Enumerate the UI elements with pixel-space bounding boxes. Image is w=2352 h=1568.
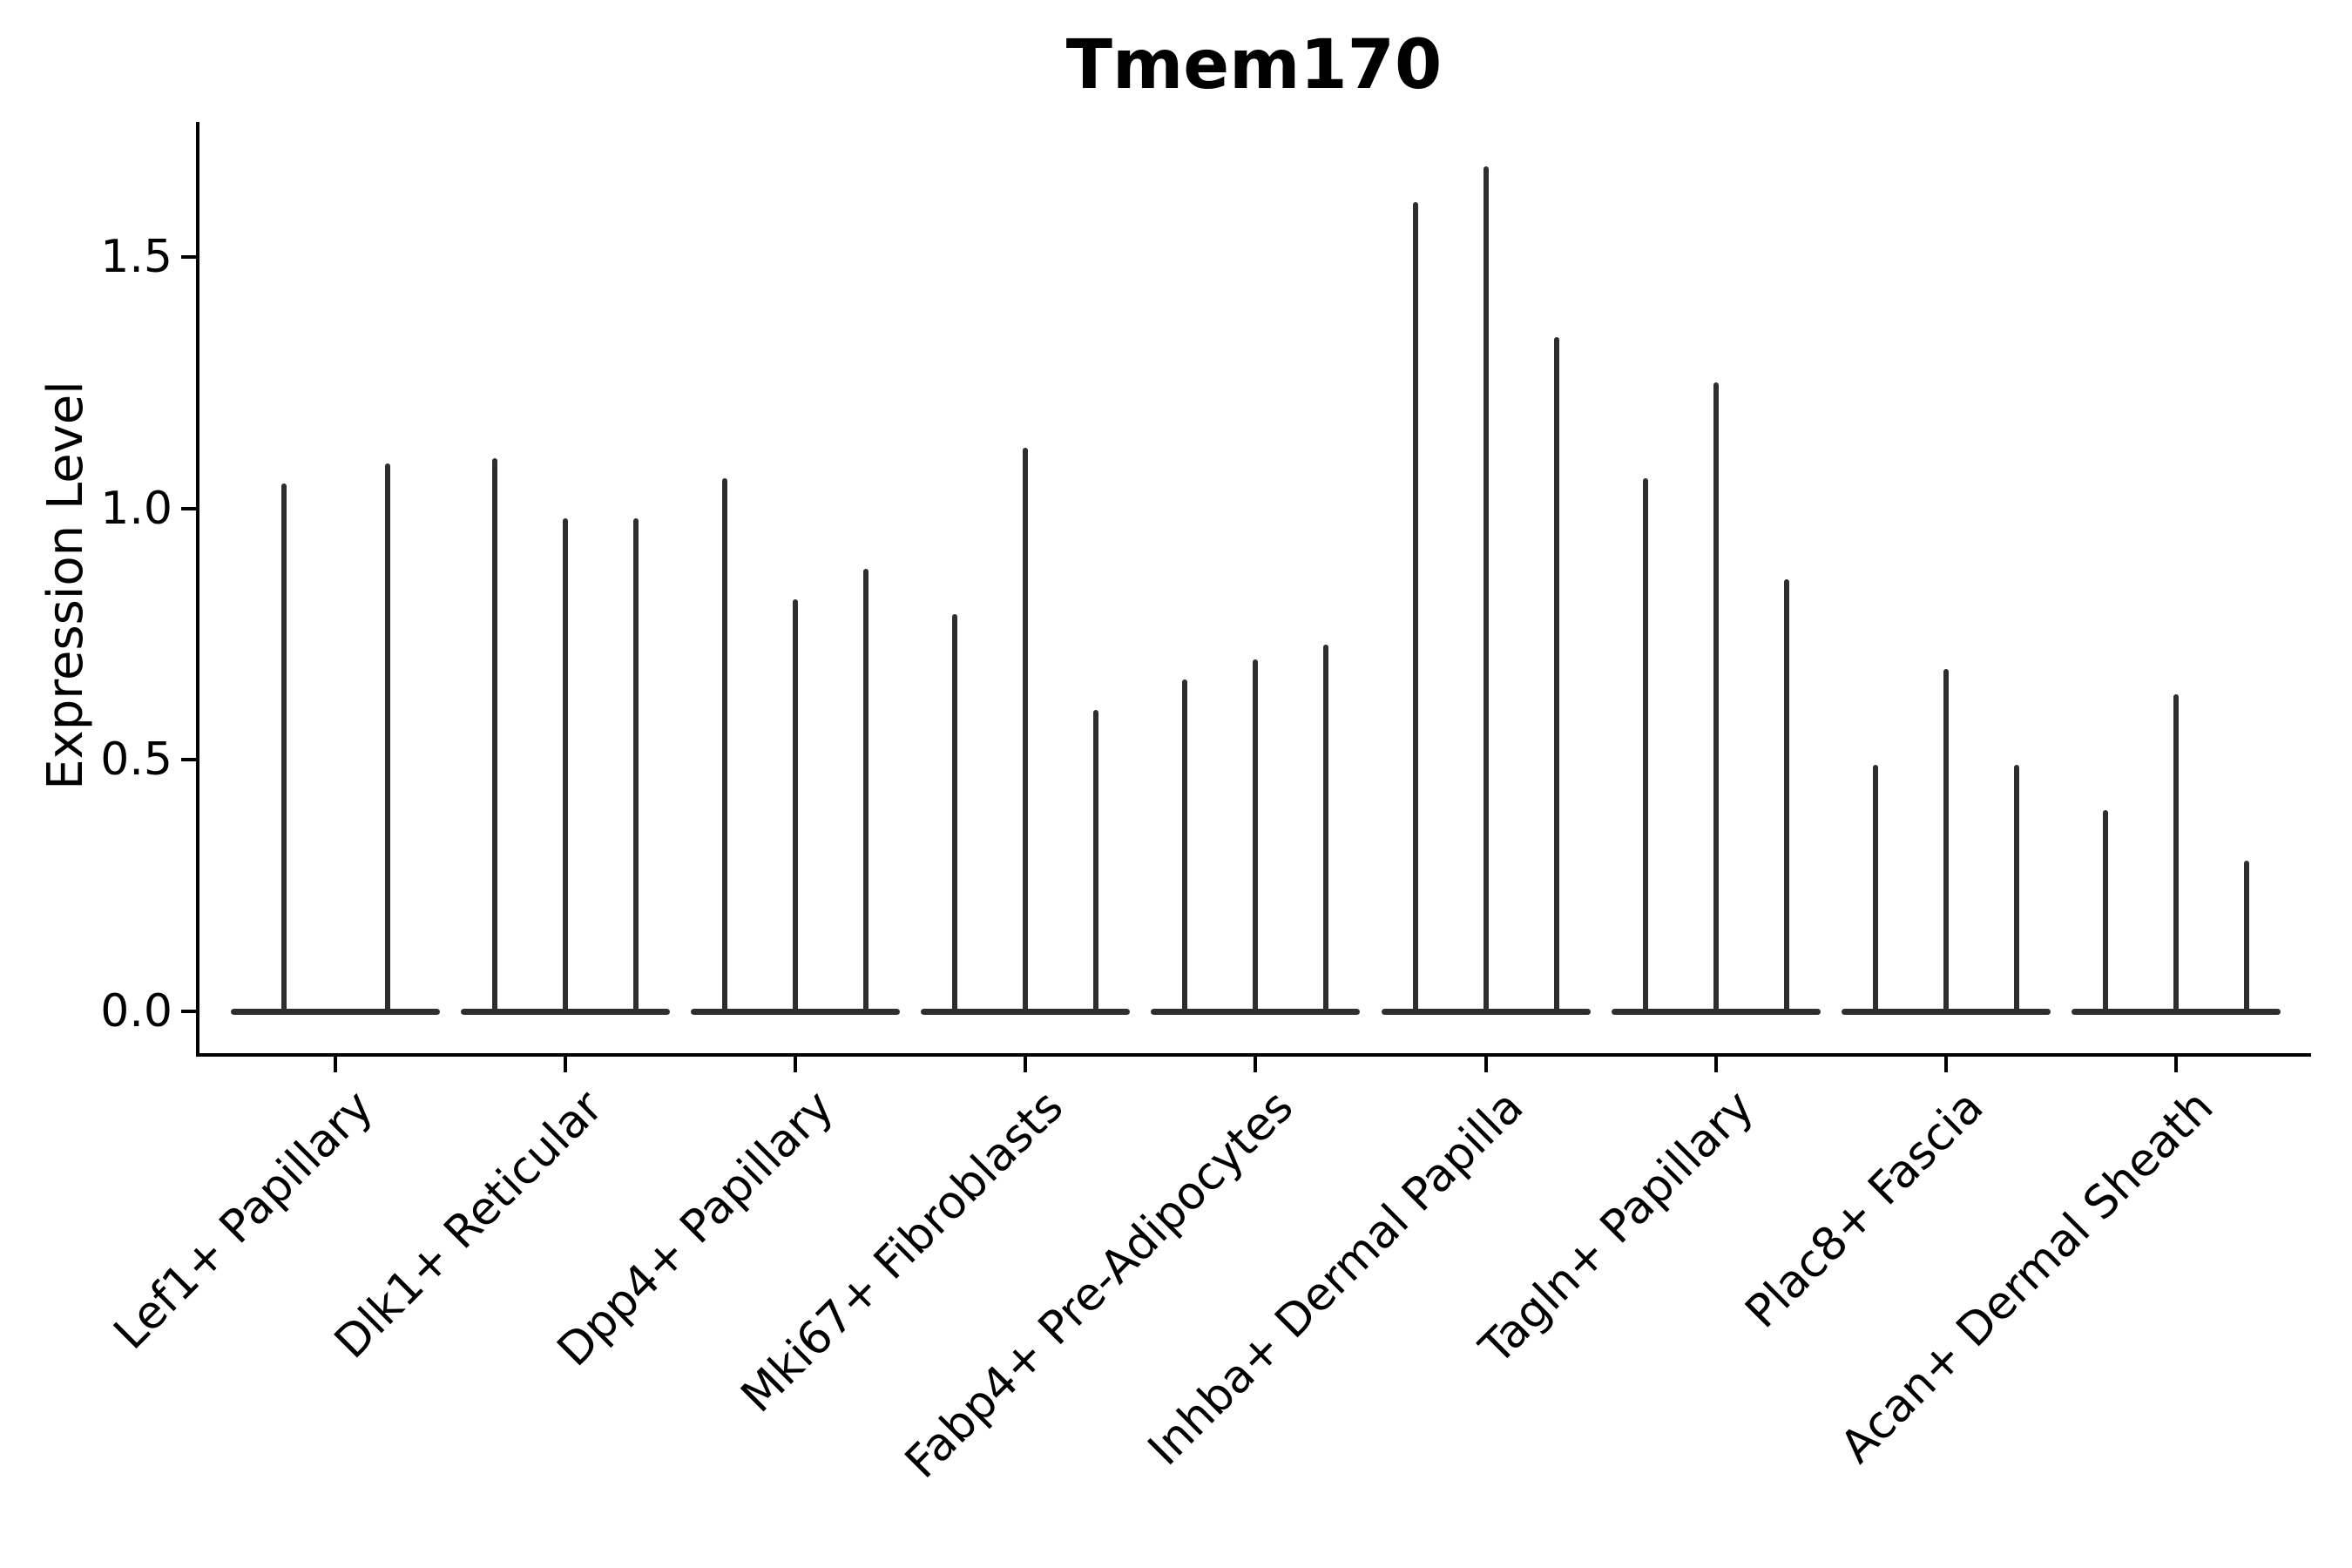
violin-spike	[722, 478, 728, 1013]
violin-spike	[1323, 644, 1329, 1013]
violin-spike	[1253, 659, 1259, 1013]
chart-title: Tmem170	[1065, 26, 1443, 105]
violin-spike	[492, 457, 498, 1013]
x-tick-mark	[2173, 1057, 2178, 1072]
violin-spike	[2173, 694, 2179, 1013]
y-tick-label: 0.5	[100, 733, 172, 787]
violin-spike	[1412, 201, 1418, 1013]
x-tick-mark	[1254, 1057, 1258, 1072]
violin-spike	[1093, 709, 1099, 1013]
x-tick-mark	[794, 1057, 798, 1072]
y-axis-spine	[196, 122, 199, 1057]
y-tick-mark	[181, 1010, 196, 1013]
violin-baseline	[231, 1008, 440, 1015]
y-tick-label: 1.5	[100, 231, 172, 284]
x-tick-label: Plac8+ Fascia	[1735, 1080, 1994, 1339]
y-tick-mark	[181, 255, 196, 260]
y-tick-label: 0.0	[100, 985, 172, 1037]
y-axis-label: Expression Level	[37, 381, 94, 790]
y-tick-mark	[181, 758, 196, 762]
y-tick-label: 1.0	[100, 482, 172, 535]
violin-spike	[633, 518, 639, 1013]
violin-spike	[1943, 669, 1949, 1013]
x-tick-mark	[1024, 1057, 1028, 1072]
violin-spike	[2102, 810, 2108, 1013]
violin-spike	[1553, 337, 1559, 1013]
x-tick-mark	[1713, 1057, 1718, 1072]
x-tick-mark	[564, 1057, 568, 1072]
violin-spike	[1483, 166, 1489, 1013]
violin-spike	[2013, 765, 2019, 1013]
x-axis-spine	[196, 1053, 2311, 1057]
x-tick-label: Acan+ Dermal Sheath	[1831, 1080, 2224, 1474]
x-tick-mark	[1484, 1057, 1488, 1072]
x-tick-label: Inhba+ Dermal Papilla	[1139, 1080, 1534, 1477]
violin-spike	[2243, 860, 2249, 1013]
violin-spike	[1023, 448, 1029, 1013]
violin-spike	[1783, 578, 1789, 1013]
violin-spike	[952, 613, 958, 1013]
violin-spike	[1713, 382, 1719, 1013]
violin-spike	[384, 463, 390, 1013]
violin-spike	[793, 598, 799, 1013]
y-tick-mark	[181, 506, 196, 510]
violin-spike	[563, 518, 569, 1013]
violin-spike	[280, 483, 287, 1013]
violin-spike	[1182, 679, 1188, 1013]
x-tick-mark	[1943, 1057, 1948, 1072]
violin-spike	[863, 568, 869, 1013]
x-tick-mark	[334, 1057, 337, 1072]
violin-spike	[1872, 765, 1878, 1013]
x-tick-label: Fabp4+ Pre-Adipocytes	[896, 1080, 1304, 1489]
violin-spike	[1642, 478, 1648, 1013]
